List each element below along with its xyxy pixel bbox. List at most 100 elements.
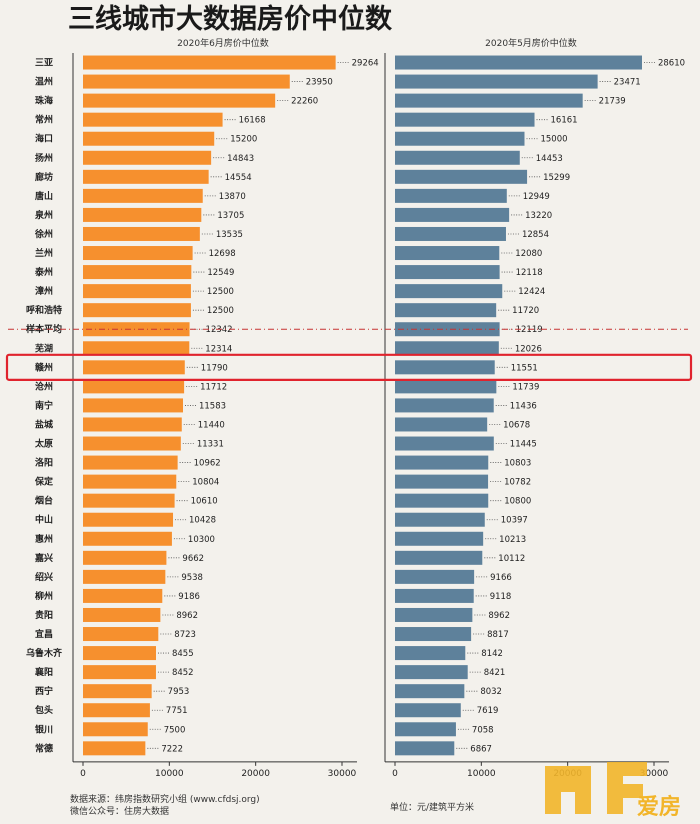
value-label-june: 13535 (216, 230, 243, 240)
bar-may (395, 188, 507, 203)
value-label-may: 12026 (515, 344, 542, 354)
value-label-may: 28610 (658, 59, 685, 69)
bar-may (395, 284, 503, 299)
category-label: 唐山 (35, 190, 53, 202)
category-label: 海口 (35, 133, 53, 145)
plot-area: 三亚温州珠海常州海口扬州廊坊唐山泉州徐州兰州泰州漳州呼和浩特样本平均芜湖赣州沧州… (5, 53, 693, 779)
value-label-june: 10610 (191, 497, 218, 507)
logo-icon (545, 762, 647, 814)
value-label-june: 12698 (209, 249, 236, 259)
value-label-may: 11739 (512, 382, 539, 392)
category-label: 绍兴 (35, 571, 53, 583)
bar-may (395, 455, 489, 470)
value-label-may: 7058 (472, 725, 494, 735)
bar-june (83, 360, 185, 375)
category-label: 襄阳 (34, 666, 53, 678)
value-label-june: 7222 (161, 744, 183, 754)
value-label-may: 12080 (515, 249, 542, 259)
value-label-may: 7619 (477, 706, 499, 716)
bar-june (83, 627, 159, 642)
category-label: 扬州 (35, 152, 53, 164)
bar-june (83, 207, 202, 222)
bar-may (395, 607, 473, 622)
bar-may (395, 55, 642, 70)
category-label: 三亚 (35, 58, 53, 69)
bar-june (83, 569, 166, 584)
value-label-june: 22260 (291, 97, 318, 107)
value-label-may: 9118 (490, 592, 512, 602)
bar-may (395, 646, 466, 661)
bar-may (395, 703, 461, 718)
value-label-may: 16161 (551, 116, 578, 126)
bar-may (395, 341, 499, 356)
value-label-june: 12549 (207, 268, 234, 278)
bar-may (395, 665, 468, 680)
value-label-may: 8962 (488, 611, 510, 621)
bar-may (395, 246, 500, 261)
category-label: 温州 (35, 76, 53, 88)
value-label-may: 23471 (614, 78, 641, 88)
value-label-june: 8455 (172, 649, 194, 659)
bar-june (83, 246, 193, 261)
value-label-june: 7500 (164, 725, 186, 735)
bar-june (83, 322, 190, 337)
bar-may (395, 684, 465, 699)
category-label: 包头 (34, 704, 53, 716)
value-label-may: 12949 (523, 192, 550, 202)
category-label: 盐城 (35, 418, 53, 430)
bar-june (83, 741, 146, 756)
category-label: 乌鲁木齐 (26, 647, 63, 659)
bar-may (395, 531, 484, 546)
value-label-may: 10397 (501, 516, 528, 526)
value-label-may: 10112 (498, 554, 525, 564)
value-label-may: 11720 (512, 306, 539, 316)
bar-may (395, 303, 497, 318)
bar-june (83, 703, 150, 718)
chart-title: 三线城市大数据房价中位数 (68, 3, 393, 35)
value-label-june: 10962 (194, 459, 221, 469)
category-label: 泉州 (34, 209, 53, 221)
value-label-may: 6867 (470, 744, 492, 754)
series-june-title: 2020年6月房价中位数 (177, 37, 269, 49)
bar-june (83, 474, 177, 489)
highlight-box (5, 353, 693, 381)
bar-may (395, 207, 510, 222)
bar-june (83, 169, 209, 184)
category-label: 西宁 (35, 685, 53, 697)
x-tick-label-june: 30000 (328, 769, 357, 779)
bar-june (83, 665, 156, 680)
value-label-june: 12500 (207, 287, 234, 297)
value-label-june: 12314 (205, 344, 232, 354)
value-label-may: 10782 (504, 478, 531, 488)
category-label: 呼和浩特 (26, 304, 62, 316)
x-tick-label-june: 0 (80, 769, 86, 779)
value-label-june: 9538 (181, 573, 203, 583)
category-label: 太原 (34, 438, 53, 450)
value-label-june: 13870 (219, 192, 246, 202)
bar-june (83, 284, 191, 299)
series-may-title: 2020年5月房价中位数 (485, 37, 577, 49)
bar-june (83, 265, 192, 280)
category-label: 常德 (35, 742, 53, 754)
value-label-june: 23950 (306, 78, 333, 88)
bar-june (83, 512, 174, 527)
value-label-may: 9166 (490, 573, 512, 583)
bar-june (83, 722, 148, 737)
bar-may (395, 265, 500, 280)
bar-may (395, 550, 483, 565)
bar-june (83, 550, 167, 565)
value-label-june: 16168 (239, 116, 266, 126)
bar-may (395, 74, 598, 89)
value-label-june: 12342 (206, 325, 233, 335)
value-label-may: 12854 (522, 230, 549, 240)
category-label: 洛阳 (35, 457, 53, 469)
x-tick-label-may: 30000 (640, 769, 669, 779)
bar-may (395, 93, 583, 108)
value-label-june: 9662 (182, 554, 204, 564)
bar-june (83, 55, 336, 70)
category-label: 惠州 (35, 533, 53, 545)
bar-june (83, 455, 178, 470)
category-label: 贵阳 (35, 609, 53, 621)
bar-may (395, 112, 535, 127)
bar-may (395, 398, 494, 413)
